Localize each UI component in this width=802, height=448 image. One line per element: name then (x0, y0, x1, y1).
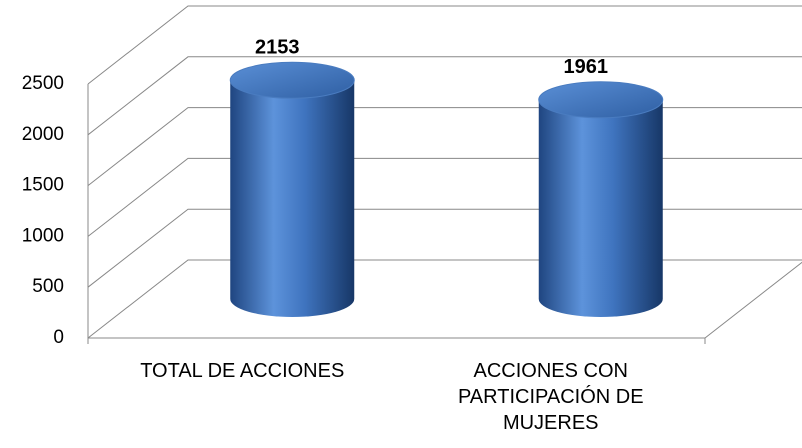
x-tick-label: ACCIONES CON PARTICIPACIÓN DE MUJERES (457, 360, 644, 434)
x-tick-label: TOTAL DE ACCIONES (140, 360, 345, 382)
y-tick-label: 2500 (22, 73, 64, 94)
floor-edge (704, 261, 802, 339)
y-tick-label: 1000 (22, 225, 64, 246)
grid-line (87, 157, 802, 237)
bar (230, 80, 355, 317)
grid-line (87, 259, 802, 339)
data-label: 2153 (255, 37, 300, 59)
y-tick-label: 500 (32, 276, 64, 297)
grid-line (87, 107, 802, 186)
bar-top (538, 81, 664, 119)
grid-line (87, 56, 802, 136)
grid-line (87, 5, 802, 85)
bar-top (229, 61, 355, 99)
bar (538, 99, 663, 318)
y-tick-label: 1500 (22, 175, 64, 196)
grid-line (87, 208, 802, 288)
y-tick-label: 2000 (22, 124, 64, 145)
data-label: 1961 (564, 56, 609, 78)
y-tick-label: 0 (53, 327, 64, 348)
